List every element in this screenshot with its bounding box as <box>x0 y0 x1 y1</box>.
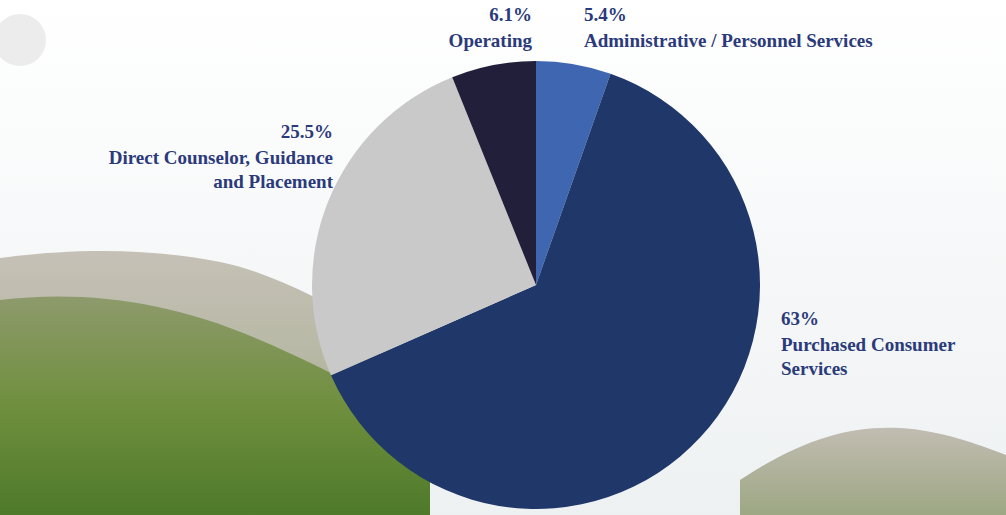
hill-right <box>740 428 1006 515</box>
pie-slice <box>452 61 536 285</box>
category-label: Operating <box>449 30 533 51</box>
background <box>0 0 1006 515</box>
value-label: 5.4% <box>584 4 627 25</box>
data-labels: 5.4% Administrative / Personnel Services 6… <box>109 4 956 379</box>
sky <box>0 0 1006 515</box>
value-label: 6.1% <box>489 4 532 25</box>
value-label: 25.5% <box>281 121 333 142</box>
category-label: Administrative / Personnel Services <box>584 30 873 51</box>
category-label: Purchased ConsumerServices <box>781 334 956 379</box>
category-label: Direct Counselor, Guidanceand Placement <box>109 147 334 192</box>
value-label: 63% <box>781 308 819 329</box>
pie <box>312 61 760 509</box>
decor <box>0 14 46 66</box>
chart: 5.4% Administrative / Personnel Services 6… <box>0 0 1006 515</box>
